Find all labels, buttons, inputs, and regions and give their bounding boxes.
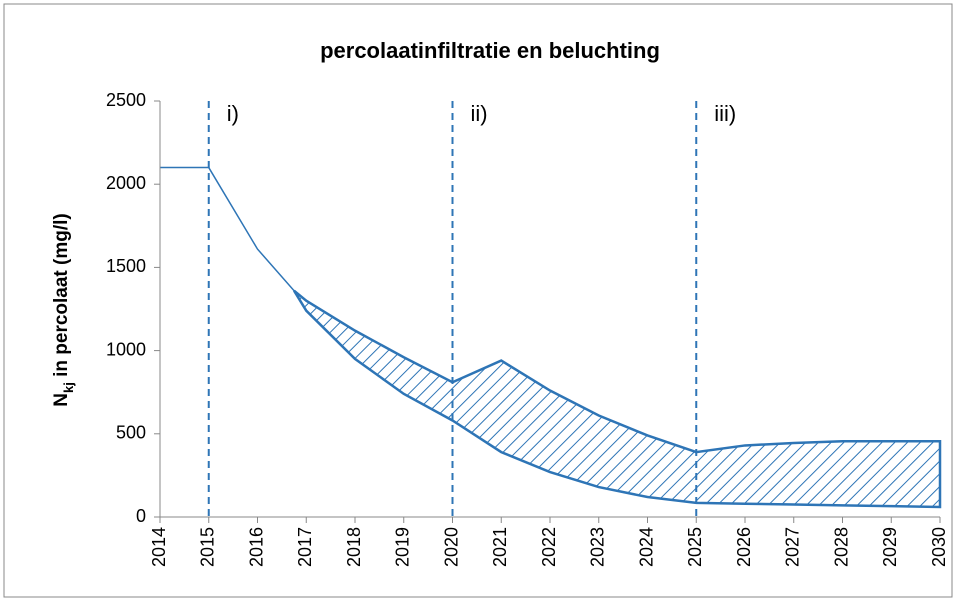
x-tick-label: 2016: [246, 527, 266, 567]
y-tick-label: 2000: [106, 173, 146, 193]
y-label-main: N: [51, 393, 72, 407]
x-tick-label: 2027: [783, 527, 803, 567]
x-tick-label: 2028: [831, 527, 851, 567]
x-tick-label: 2025: [685, 527, 705, 567]
x-tick-label: 2018: [344, 527, 364, 567]
x-tick-label: 2020: [441, 527, 461, 567]
y-tick-label: 1000: [106, 339, 146, 359]
x-tick-label: 2023: [588, 527, 608, 567]
x-tick-label: 2030: [929, 527, 949, 567]
y-tick-label: 0: [136, 506, 146, 526]
x-tick-label: 2021: [490, 527, 510, 567]
x-tick-label: 2026: [734, 527, 754, 567]
x-tick-label: 2014: [149, 527, 169, 567]
y-tick-label: 2500: [106, 90, 146, 110]
x-tick-label: 2019: [393, 527, 413, 567]
x-tick-label: 2029: [880, 527, 900, 567]
y-tick-label: 500: [116, 423, 146, 443]
x-tick-label: 2015: [198, 527, 218, 567]
phase-label: i): [227, 101, 239, 126]
series-line: [293, 290, 941, 508]
chart-title: percolaatinfiltratie en beluchting: [320, 38, 660, 63]
phase-label: ii): [471, 101, 488, 126]
series-line: [160, 166, 940, 453]
y-label-sub: kj: [61, 382, 76, 393]
x-tick-label: 2022: [539, 527, 559, 567]
y-label-rest: in percolaat (mg/l): [51, 213, 72, 382]
y-axis-label: Nkj in percolaat (mg/l): [51, 213, 76, 407]
y-tick-label: 1500: [106, 256, 146, 276]
x-tick-label: 2024: [636, 527, 656, 567]
x-tick-label: 2017: [295, 527, 315, 567]
phase-label: iii): [714, 101, 736, 126]
chart-frame: [3, 3, 953, 598]
